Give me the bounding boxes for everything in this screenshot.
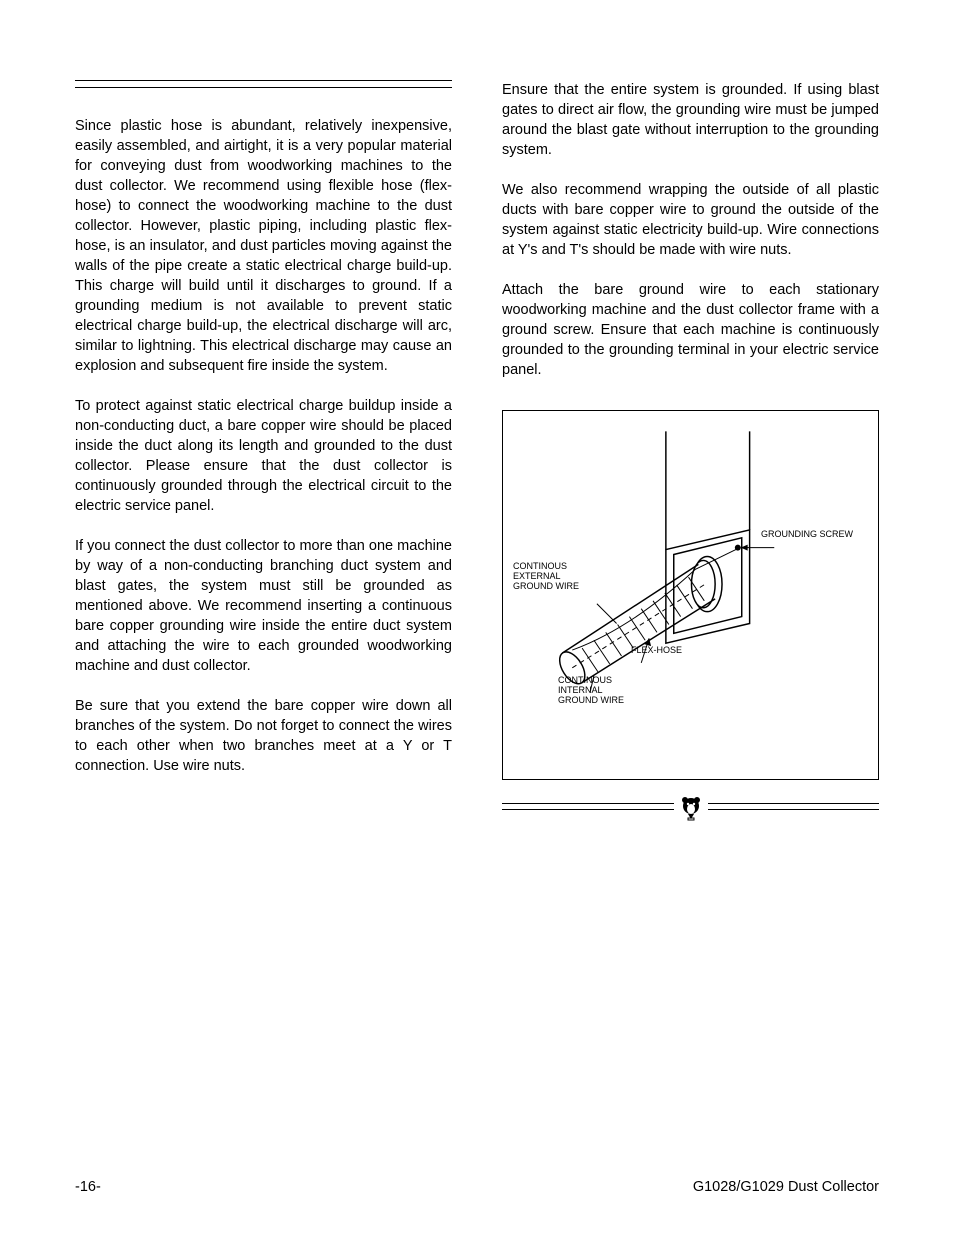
- paragraph: Ensure that the entire system is grounde…: [502, 80, 879, 160]
- grounding-diagram: GROUNDING SCREW CONTINOUS EXTERNAL GROUN…: [502, 410, 879, 780]
- diagram-label-internal-wire: CONTINOUS INTERNAL GROUND WIRE: [558, 675, 633, 705]
- paragraph: To protect against static electrical cha…: [75, 396, 452, 516]
- paragraph: We also recommend wrapping the outside o…: [502, 180, 879, 260]
- right-column: Ensure that the entire system is grounde…: [502, 80, 879, 825]
- page-footer: -16- G1028/G1029 Dust Collector: [75, 1179, 879, 1195]
- page-number: -16-: [75, 1179, 101, 1195]
- section-end-divider: [502, 795, 879, 825]
- diagram-label-external-wire: CONTINOUS EXTERNAL GROUND WIRE: [513, 561, 588, 591]
- paragraph: Attach the bare ground wire to each stat…: [502, 280, 879, 380]
- section-divider: [75, 80, 452, 88]
- diagram-label-flex-hose: FLEX-HOSE: [631, 645, 682, 655]
- left-column: Since plastic hose is abundant, relative…: [75, 80, 452, 825]
- paragraph: Since plastic hose is abundant, relative…: [75, 116, 452, 376]
- paragraph: Be sure that you extend the bare copper …: [75, 696, 452, 776]
- bear-icon: [674, 795, 708, 826]
- paragraph: If you connect the dust collector to mor…: [75, 536, 452, 676]
- document-title: G1028/G1029 Dust Collector: [693, 1179, 879, 1195]
- diagram-label-grounding-screw: GROUNDING SCREW: [761, 529, 853, 539]
